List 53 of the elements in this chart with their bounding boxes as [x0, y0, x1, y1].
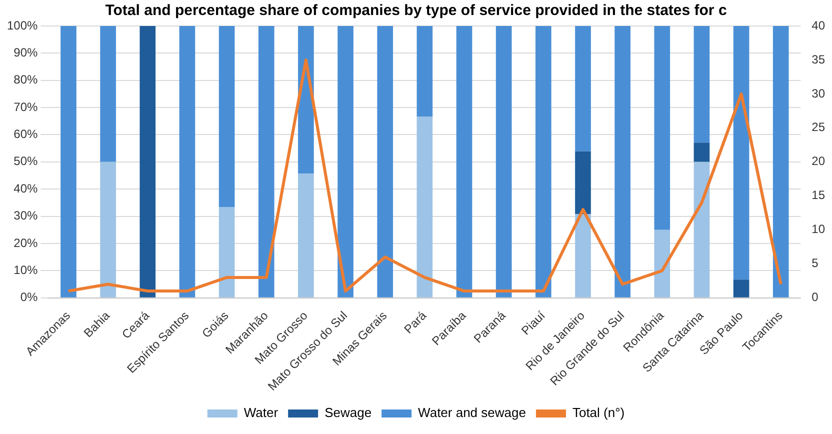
y-tick-label: 0%: [20, 290, 38, 304]
chart-title: Total and percentage share of companies by type of service provided in the states for c: [105, 2, 727, 20]
y2-tick-label: 5: [812, 256, 819, 270]
y2-tick-label: 40: [812, 18, 826, 32]
y2-tick-label: 20: [812, 154, 826, 168]
bar: [694, 162, 710, 298]
bar: [298, 174, 314, 298]
bar: [733, 280, 750, 298]
legend-label: Water and sewage: [418, 405, 526, 420]
bar: [456, 26, 472, 298]
y-tick-label: 40%: [14, 181, 38, 196]
y2-tick-label: 0: [812, 290, 819, 304]
bar: [694, 26, 710, 143]
bar: [100, 26, 116, 162]
bar: [654, 26, 670, 230]
bar: [496, 26, 512, 298]
y2-tick-label: 10: [812, 222, 826, 236]
y-tick-label: 50%: [14, 154, 38, 168]
bar: [575, 26, 591, 152]
legend-label: Sewage: [324, 405, 372, 420]
y2-tick-label: 15: [812, 188, 826, 202]
bar: [694, 142, 710, 162]
bar: [772, 26, 789, 298]
bar: [60, 26, 76, 298]
bar: [416, 26, 433, 117]
bar: [733, 26, 750, 280]
legend-label: Water: [244, 405, 279, 420]
bar: [179, 26, 196, 298]
y-tick-label: 100%: [6, 18, 38, 32]
y-tick-label: 60%: [14, 127, 38, 142]
bar: [218, 207, 235, 298]
bar: [416, 116, 433, 298]
bar: [218, 26, 235, 208]
bar: [100, 162, 116, 298]
bar: [140, 26, 156, 298]
bar: [575, 214, 591, 298]
bar: [654, 230, 670, 298]
bar: [535, 26, 552, 298]
y-tick-label: 30%: [14, 208, 38, 223]
bar: [377, 26, 394, 298]
y-tick-label: 70%: [14, 100, 38, 114]
y-tick-label: 80%: [14, 72, 38, 87]
bar: [258, 26, 274, 298]
bar: [575, 151, 591, 214]
bar: [614, 26, 630, 298]
legend-label: Total (n°): [572, 405, 625, 420]
y-tick-label: 90%: [14, 45, 38, 60]
bar: [338, 26, 354, 298]
y2-tick-label: 30: [812, 86, 826, 100]
y2-tick-label: 25: [812, 120, 826, 134]
y2-tick-label: 35: [812, 52, 826, 66]
y-tick-label: 10%: [14, 262, 38, 277]
y-tick-label: 20%: [14, 236, 38, 250]
